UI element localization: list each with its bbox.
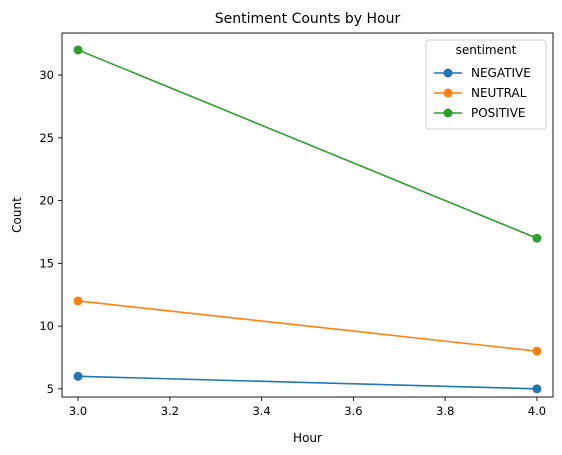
- data-point-neutral: [74, 296, 83, 305]
- legend-label: NEGATIVE: [471, 66, 531, 80]
- x-tick-label: 4.0: [528, 404, 546, 418]
- legend: sentiment NEGATIVE NEUTRAL POSITIVE: [426, 40, 546, 129]
- series-line-negative: [78, 376, 537, 389]
- series-negative: [74, 372, 542, 394]
- legend-entries: NEGATIVE NEUTRAL POSITIVE: [434, 66, 531, 120]
- series-neutral: [74, 296, 542, 355]
- data-point-positive: [532, 234, 541, 243]
- x-axis: 3.0 3.2 3.4 3.6 3.8 4.0: [69, 397, 546, 418]
- y-tick-label: 25: [39, 131, 54, 145]
- y-tick-label: 5: [47, 382, 54, 396]
- x-axis-label: Hour: [293, 431, 322, 445]
- legend-label: POSITIVE: [471, 106, 526, 120]
- chart-title: Sentiment Counts by Hour: [215, 11, 401, 27]
- y-axis: 5 10 15 20 25 30: [39, 68, 62, 396]
- data-point-negative: [532, 384, 541, 393]
- x-tick-label: 3.4: [252, 404, 270, 418]
- y-axis-label: Count: [10, 197, 24, 233]
- x-tick-label: 3.8: [436, 404, 454, 418]
- legend-swatch-marker: [444, 109, 453, 118]
- x-tick-label: 3.6: [344, 404, 362, 418]
- legend-swatch-marker: [444, 69, 453, 78]
- series-line-neutral: [78, 301, 537, 351]
- y-tick-label: 10: [39, 319, 54, 333]
- x-tick-label: 3.2: [161, 404, 179, 418]
- data-point-negative: [74, 372, 83, 381]
- legend-title: sentiment: [456, 43, 517, 57]
- y-tick-label: 30: [39, 68, 54, 82]
- x-tick-label: 3.0: [69, 404, 87, 418]
- y-tick-label: 20: [39, 194, 54, 208]
- legend-swatch-marker: [444, 89, 453, 98]
- y-tick-label: 15: [39, 256, 54, 270]
- data-point-neutral: [532, 347, 541, 356]
- legend-label: NEUTRAL: [471, 86, 527, 100]
- data-point-positive: [74, 45, 83, 54]
